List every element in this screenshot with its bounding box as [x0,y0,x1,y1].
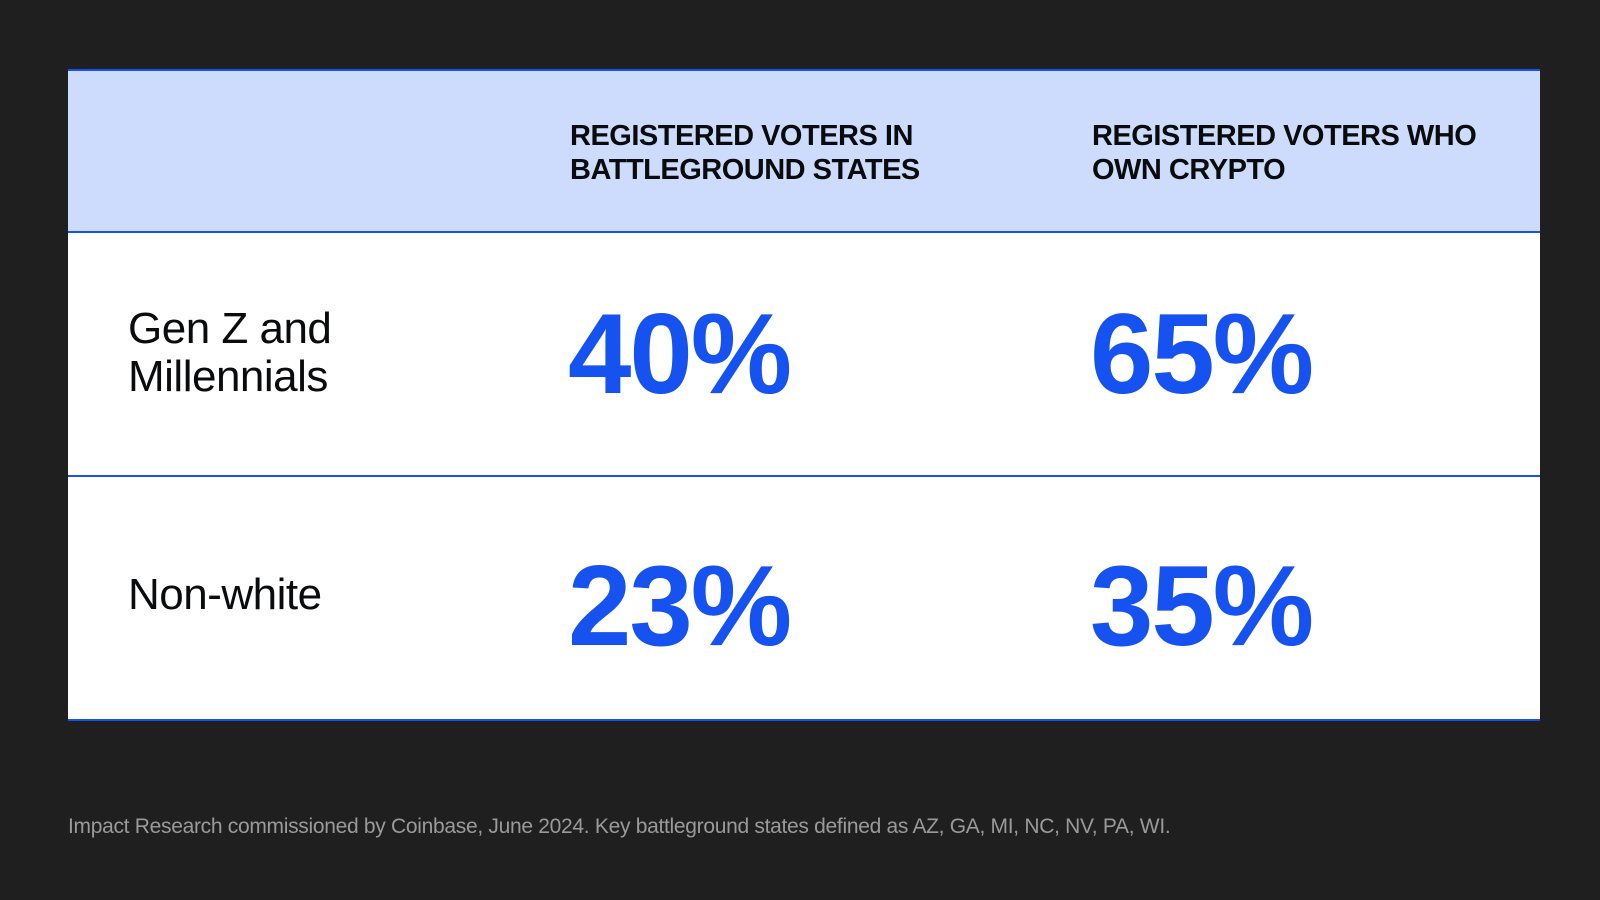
value-non-white-battleground: 23% [568,543,792,670]
table-row: Non-white 23% 35% [68,477,1540,719]
table-header-row: REGISTERED VOTERS IN BATTLEGROUND STATES… [68,71,1540,233]
value-gen-z-battleground: 40% [568,291,792,418]
column-header-crypto-owners: REGISTERED VOTERS WHO OWN CRYPTO [1092,120,1477,186]
row-label-non-white: Non-white [128,570,322,619]
row-label-gen-z-millennials: Gen Z and Millennials [128,304,332,401]
value-non-white-crypto: 35% [1090,543,1314,670]
stats-table: REGISTERED VOTERS IN BATTLEGROUND STATES… [68,69,1540,721]
table-row: Gen Z and Millennials 40% 65% [68,233,1540,477]
source-footnote: Impact Research commissioned by Coinbase… [68,815,1171,838]
value-gen-z-crypto: 65% [1090,291,1314,418]
column-header-battleground: REGISTERED VOTERS IN BATTLEGROUND STATES [570,120,920,186]
